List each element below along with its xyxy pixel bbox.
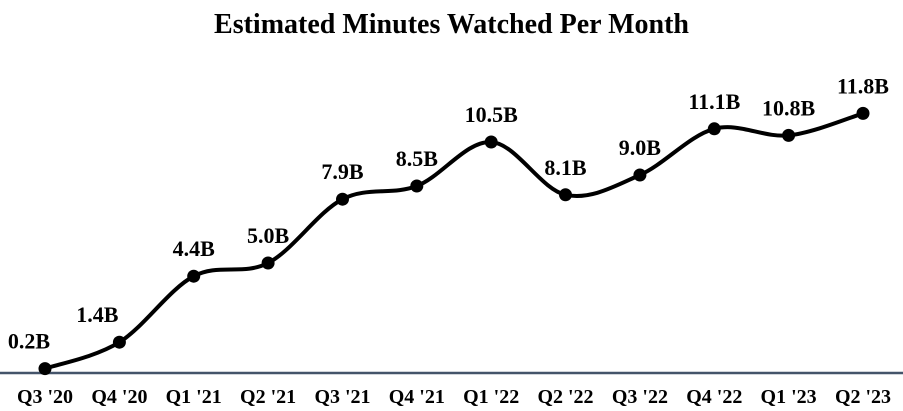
data-point-label: 9.0B: [619, 135, 662, 160]
chart-title: Estimated Minutes Watched Per Month: [214, 9, 689, 40]
data-point-label: 8.1B: [544, 155, 587, 180]
data-point-marker: [38, 362, 52, 376]
data-point-label: 5.0B: [247, 223, 290, 248]
data-point-marker: [707, 122, 721, 136]
x-axis-tick-label: Q3 '22: [612, 386, 668, 408]
data-point-marker: [261, 256, 275, 270]
trend-line: [43, 111, 865, 371]
data-point-marker: [336, 192, 349, 206]
x-axis-tick-label: Q1 '21: [166, 386, 222, 408]
data-point-label: 1.4B: [76, 302, 119, 327]
data-point-label: 11.8B: [837, 73, 889, 98]
x-axis-tick-label: Q1 '23: [761, 386, 817, 408]
data-point-marker: [112, 335, 126, 349]
data-point-label: 10.5B: [465, 102, 519, 127]
data-point-marker: [856, 106, 870, 120]
x-axis-tick-label: Q1 '22: [463, 386, 519, 408]
data-point-marker: [484, 135, 498, 149]
x-axis-tick-label: Q2 '23: [835, 386, 891, 408]
data-point-label: 7.9B: [321, 159, 364, 184]
data-point-marker: [559, 188, 572, 202]
data-point-marker: [782, 128, 796, 142]
x-axis-tick-label: Q2 '22: [537, 386, 593, 408]
data-point-label: 4.4B: [173, 236, 216, 261]
data-point-label: 8.5B: [396, 146, 439, 171]
x-axis-tick-label: Q2 '21: [240, 386, 296, 408]
data-point-marker: [187, 269, 201, 283]
data-point-marker: [633, 168, 647, 182]
data-point-marker: [410, 179, 424, 193]
data-point-label: 11.1B: [688, 89, 740, 114]
x-axis-tick-label: Q3 '21: [314, 386, 370, 408]
data-point-label: 10.8B: [762, 95, 816, 120]
x-axis-tick-label: Q3 '20: [17, 386, 73, 408]
x-axis-tick-label: Q4 '20: [91, 386, 147, 408]
x-axis-tick-label: Q4 '21: [389, 386, 445, 408]
x-axis-tick-label: Q4 '22: [686, 386, 742, 408]
data-point-label: 0.2B: [8, 329, 51, 354]
